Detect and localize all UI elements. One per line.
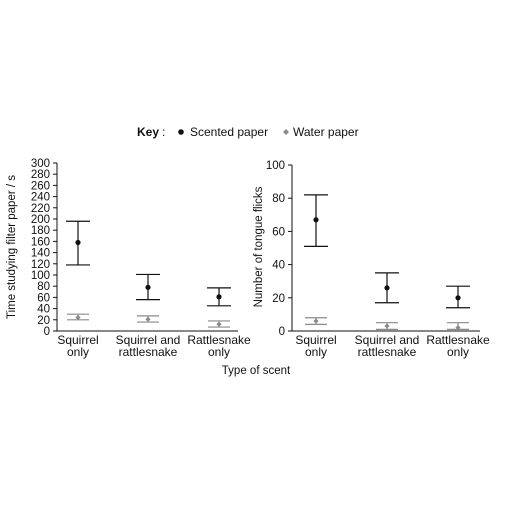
data-point-scented bbox=[384, 285, 390, 291]
data-point-scented bbox=[145, 284, 151, 290]
y-tick-label: 180 bbox=[31, 225, 50, 237]
y-tick-label: 240 bbox=[31, 192, 50, 204]
chart-time-studying: 0204060801001201401601802002202402602803… bbox=[6, 158, 251, 359]
data-point-water bbox=[145, 316, 151, 322]
legend-scented-marker bbox=[178, 129, 184, 135]
legend-water-label: Water paper bbox=[293, 125, 359, 139]
y-tick-label: 280 bbox=[31, 169, 50, 181]
y-tick-label: 120 bbox=[31, 259, 50, 271]
y-tick-label: 200 bbox=[31, 214, 50, 226]
y-tick-label: 40 bbox=[37, 304, 50, 316]
y-tick-label: 140 bbox=[31, 248, 50, 260]
category-label: rattlesnake bbox=[119, 345, 178, 359]
legend-scented-label: Scented paper bbox=[190, 125, 268, 139]
y-tick-label: 100 bbox=[31, 270, 50, 282]
data-point-water bbox=[455, 325, 461, 331]
data-point-water bbox=[75, 314, 81, 321]
y-tick-label: 220 bbox=[31, 203, 50, 215]
category-label: Rattlesnake bbox=[426, 333, 490, 347]
category-label: Rattlesnake bbox=[187, 333, 251, 347]
y-axis-title-left: Time studying filter paper / s bbox=[6, 175, 18, 319]
data-point-scented bbox=[313, 217, 319, 223]
legend: Key : Scented paper Water paper bbox=[137, 125, 359, 139]
y-tick-label: 0 bbox=[279, 326, 285, 338]
y-tick-label: 260 bbox=[31, 180, 50, 192]
data-point-scented bbox=[75, 239, 81, 246]
category-label: Squirrel and bbox=[355, 333, 420, 347]
y-tick-label: 40 bbox=[272, 260, 285, 272]
category-label: only bbox=[447, 345, 469, 359]
category-label: Squirrel bbox=[57, 333, 98, 347]
legend-water-marker bbox=[283, 129, 289, 135]
data-point-water bbox=[313, 318, 319, 324]
legend-title-colon: : bbox=[162, 125, 165, 139]
data-point-scented bbox=[216, 294, 222, 300]
y-tick-label: 300 bbox=[31, 158, 50, 170]
category-label: Squirrel bbox=[295, 333, 336, 347]
category-label: only bbox=[67, 345, 89, 359]
y-axis-title-right: Number of tongue flicks bbox=[253, 186, 265, 307]
y-tick-label: 160 bbox=[31, 236, 50, 248]
y-tick-label: 20 bbox=[37, 315, 50, 327]
y-tick-label: 80 bbox=[37, 281, 50, 293]
y-tick-label: 100 bbox=[266, 160, 285, 172]
y-tick-label: 80 bbox=[272, 193, 285, 205]
y-tick-label: 20 bbox=[272, 293, 285, 305]
category-label: Squirrel and bbox=[116, 333, 181, 347]
x-axis-title-shared: Type of scent bbox=[222, 365, 291, 377]
data-point-water bbox=[216, 321, 222, 327]
y-tick-label: 0 bbox=[44, 326, 50, 338]
data-point-scented bbox=[455, 295, 461, 301]
data-point-water bbox=[384, 323, 390, 329]
category-label: only bbox=[305, 345, 327, 359]
category-label: only bbox=[208, 345, 230, 359]
y-tick-label: 60 bbox=[272, 226, 285, 238]
legend-title: Key bbox=[137, 125, 159, 139]
category-label: rattlesnake bbox=[358, 345, 417, 359]
y-tick-label: 60 bbox=[37, 292, 50, 304]
